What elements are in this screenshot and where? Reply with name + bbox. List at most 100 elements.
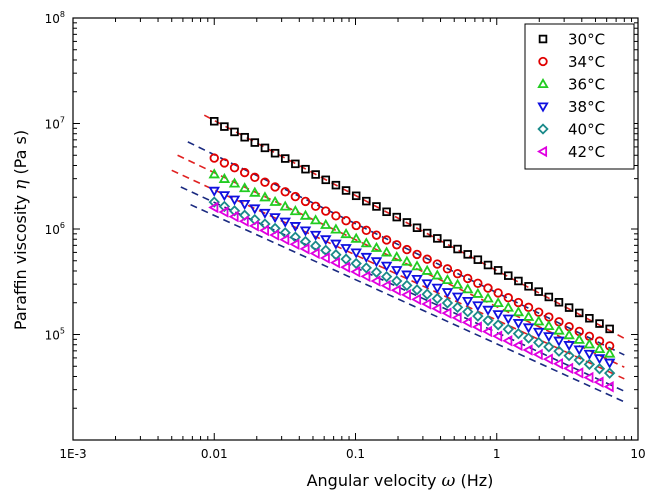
data-point	[472, 301, 484, 312]
data-point	[228, 177, 241, 188]
data-point	[554, 298, 564, 307]
data-point	[564, 303, 574, 312]
data-point	[492, 330, 503, 342]
data-point	[208, 186, 221, 197]
data-point	[371, 230, 382, 240]
fit-line-2	[187, 141, 625, 356]
data-point	[543, 341, 555, 353]
data-point	[522, 332, 535, 344]
data-point	[238, 200, 251, 211]
data-point	[583, 338, 596, 349]
x-tick-label: 1	[493, 447, 501, 461]
x-tick-label: 10	[630, 447, 645, 461]
data-point	[431, 302, 442, 315]
data-point	[330, 223, 342, 234]
data-point	[532, 348, 543, 361]
data-point	[401, 279, 413, 292]
data-point	[370, 275, 381, 287]
data-point	[432, 259, 442, 269]
data-point	[482, 314, 494, 327]
data-point	[492, 319, 504, 331]
data-point	[421, 264, 433, 275]
data-point	[238, 215, 249, 228]
data-point	[351, 191, 361, 201]
data-point	[361, 225, 372, 236]
legend-box	[524, 23, 635, 170]
data-point	[218, 191, 231, 202]
data-point	[563, 362, 574, 375]
legend-marker	[537, 123, 549, 135]
data-point	[473, 255, 483, 264]
data-point	[380, 270, 393, 283]
legend-item: 30°C	[538, 31, 605, 49]
data-point	[451, 301, 464, 314]
y-tick-label: 107	[45, 116, 65, 132]
data-point	[482, 292, 494, 303]
data-point	[209, 153, 219, 163]
data-point	[250, 172, 260, 183]
data-point	[301, 164, 310, 174]
legend-marker	[536, 145, 548, 158]
data-point	[390, 266, 403, 277]
fit-line-6	[190, 203, 625, 403]
data-point	[218, 200, 231, 213]
legend-marker	[537, 102, 549, 113]
data-point	[239, 167, 250, 178]
data-point	[441, 288, 454, 299]
data-point	[381, 235, 392, 245]
data-point	[583, 349, 596, 360]
data-point	[370, 257, 383, 268]
legend-item: 38°C	[537, 98, 605, 116]
data-point	[330, 249, 342, 261]
legend-item: 34°C	[538, 53, 605, 71]
data-point	[309, 247, 320, 260]
data-point	[461, 283, 474, 294]
fit-line-5	[180, 186, 625, 392]
data-point	[299, 209, 312, 220]
legend-item: 40°C	[537, 121, 605, 139]
data-point	[442, 264, 453, 274]
data-point	[451, 278, 464, 289]
data-point	[563, 349, 575, 362]
data-point	[532, 315, 545, 326]
data-point	[209, 117, 219, 126]
data-point	[461, 296, 474, 308]
data-point	[522, 310, 535, 321]
data-point	[340, 228, 352, 239]
data-point	[331, 211, 341, 221]
data-point	[472, 287, 484, 298]
data-point	[524, 282, 533, 291]
data-point	[280, 187, 290, 197]
data-point	[360, 252, 373, 263]
series-6	[208, 201, 614, 393]
data-point	[492, 310, 504, 321]
data-point	[208, 196, 220, 208]
data-point	[451, 312, 462, 324]
data-point	[392, 240, 402, 250]
data-point	[544, 292, 554, 302]
data-point	[270, 182, 280, 192]
data-point	[512, 319, 525, 330]
data-point	[502, 323, 514, 335]
data-point	[259, 191, 271, 202]
data-point	[574, 308, 584, 318]
data-point	[400, 289, 411, 301]
data-point	[291, 159, 300, 169]
data-point	[533, 336, 545, 349]
data-point	[573, 333, 585, 344]
data-point	[321, 175, 331, 185]
data-point	[258, 224, 269, 237]
legend-marker	[537, 77, 549, 89]
data-point	[380, 246, 393, 257]
series-1	[209, 117, 614, 334]
data-point	[512, 306, 525, 317]
data-point	[563, 341, 575, 352]
y-axis-label: Paraffin viscosity η (Pa s)	[11, 130, 31, 330]
data-point	[411, 274, 423, 286]
data-point	[431, 292, 443, 305]
data-point	[330, 239, 342, 250]
data-point	[534, 287, 543, 296]
data-point	[382, 207, 391, 217]
data-point	[522, 344, 533, 356]
